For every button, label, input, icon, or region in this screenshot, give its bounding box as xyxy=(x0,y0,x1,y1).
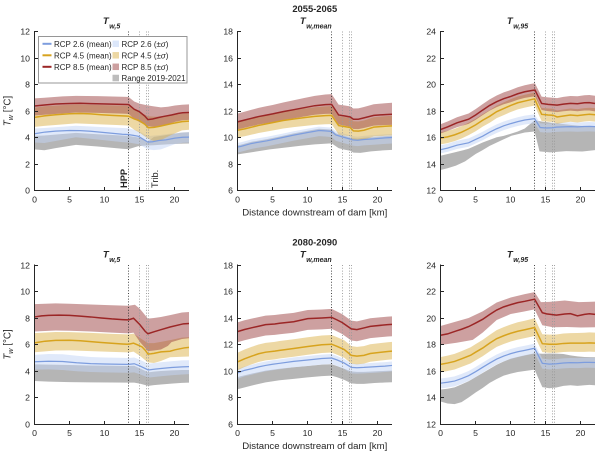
svg-text:8: 8 xyxy=(25,80,30,90)
svg-text:10: 10 xyxy=(303,428,313,438)
svg-text:0: 0 xyxy=(32,428,37,438)
svg-text:10: 10 xyxy=(20,287,30,297)
svg-text:2055-2065: 2055-2065 xyxy=(292,3,337,14)
svg-text:14: 14 xyxy=(426,393,436,403)
svg-text:24: 24 xyxy=(426,261,436,271)
svg-text:5: 5 xyxy=(67,428,72,438)
svg-text:18: 18 xyxy=(223,261,233,271)
svg-text:w,95: w,95 xyxy=(513,24,528,31)
svg-text:5: 5 xyxy=(473,428,478,438)
svg-text:0: 0 xyxy=(438,428,443,438)
svg-text:5: 5 xyxy=(270,428,275,438)
svg-text:w,5: w,5 xyxy=(109,257,120,264)
svg-text:20: 20 xyxy=(576,195,586,205)
svg-text:0: 0 xyxy=(235,195,240,205)
svg-text:16: 16 xyxy=(426,367,436,377)
svg-text:22: 22 xyxy=(426,54,436,64)
svg-text:6: 6 xyxy=(228,420,233,430)
svg-text:14: 14 xyxy=(223,314,233,324)
svg-text:12: 12 xyxy=(426,420,436,430)
svg-text:Tw [°C]: Tw [°C] xyxy=(3,96,15,127)
svg-text:RCP 2.6 (mean): RCP 2.6 (mean) xyxy=(54,40,112,49)
svg-text:T: T xyxy=(300,16,307,27)
svg-text:Trib.: Trib. xyxy=(150,170,160,188)
svg-text:10: 10 xyxy=(303,195,313,205)
svg-text:10: 10 xyxy=(100,428,110,438)
svg-text:10: 10 xyxy=(223,133,233,143)
svg-text:0: 0 xyxy=(438,195,443,205)
svg-text:20: 20 xyxy=(576,428,586,438)
svg-text:15: 15 xyxy=(541,428,551,438)
svg-text:24: 24 xyxy=(426,27,436,37)
svg-text:Distance downstream of dam [km: Distance downstream of dam [km] xyxy=(242,208,387,219)
svg-text:T: T xyxy=(300,250,307,261)
svg-text:RCP 4.5 (±σ): RCP 4.5 (±σ) xyxy=(122,51,169,60)
svg-text:0: 0 xyxy=(25,186,30,196)
svg-text:20: 20 xyxy=(373,428,383,438)
svg-text:10: 10 xyxy=(506,195,516,205)
svg-text:RCP 4.5 (mean): RCP 4.5 (mean) xyxy=(54,51,112,60)
svg-text:20: 20 xyxy=(373,195,383,205)
svg-text:22: 22 xyxy=(426,287,436,297)
svg-text:w,mean: w,mean xyxy=(306,24,331,31)
svg-text:6: 6 xyxy=(25,340,30,350)
svg-text:RCP 8.5 (±σ): RCP 8.5 (±σ) xyxy=(122,63,169,72)
svg-text:w,mean: w,mean xyxy=(306,257,331,264)
svg-text:14: 14 xyxy=(223,80,233,90)
svg-text:15: 15 xyxy=(338,428,348,438)
svg-text:0: 0 xyxy=(32,195,37,205)
svg-text:10: 10 xyxy=(223,367,233,377)
svg-text:6: 6 xyxy=(25,107,30,117)
svg-text:0: 0 xyxy=(25,420,30,430)
svg-text:Range 2019-2021: Range 2019-2021 xyxy=(122,74,187,83)
svg-text:4: 4 xyxy=(25,133,30,143)
svg-text:Tw [°C]: Tw [°C] xyxy=(3,329,15,360)
svg-text:18: 18 xyxy=(223,27,233,37)
svg-text:T: T xyxy=(103,16,110,27)
svg-text:8: 8 xyxy=(228,393,233,403)
svg-text:w,5: w,5 xyxy=(109,24,120,31)
svg-text:2080-2090: 2080-2090 xyxy=(292,236,337,247)
svg-text:12: 12 xyxy=(426,186,436,196)
svg-text:8: 8 xyxy=(228,160,233,170)
svg-text:16: 16 xyxy=(223,287,233,297)
svg-text:0: 0 xyxy=(235,428,240,438)
svg-text:16: 16 xyxy=(223,54,233,64)
svg-text:20: 20 xyxy=(426,80,436,90)
svg-text:T: T xyxy=(507,250,514,261)
svg-text:18: 18 xyxy=(426,340,436,350)
svg-text:20: 20 xyxy=(170,195,180,205)
svg-text:16: 16 xyxy=(426,133,436,143)
svg-text:2: 2 xyxy=(25,393,30,403)
svg-text:15: 15 xyxy=(135,428,145,438)
svg-text:w,95: w,95 xyxy=(513,257,528,264)
svg-text:15: 15 xyxy=(135,195,145,205)
svg-text:T: T xyxy=(507,16,514,27)
svg-text:15: 15 xyxy=(338,195,348,205)
svg-text:4: 4 xyxy=(25,367,30,377)
svg-text:20: 20 xyxy=(426,314,436,324)
svg-text:12: 12 xyxy=(20,27,30,37)
svg-text:6: 6 xyxy=(228,186,233,196)
svg-text:T: T xyxy=(103,250,110,261)
svg-text:10: 10 xyxy=(100,195,110,205)
svg-text:5: 5 xyxy=(67,195,72,205)
svg-text:2: 2 xyxy=(25,160,30,170)
svg-text:Distance downstream of dam [km: Distance downstream of dam [km] xyxy=(242,441,387,452)
svg-text:12: 12 xyxy=(223,107,233,117)
svg-text:15: 15 xyxy=(541,195,551,205)
svg-text:RCP 2.6 (±σ): RCP 2.6 (±σ) xyxy=(122,40,169,49)
svg-text:10: 10 xyxy=(20,54,30,64)
svg-text:5: 5 xyxy=(473,195,478,205)
svg-text:5: 5 xyxy=(270,195,275,205)
svg-text:20: 20 xyxy=(170,428,180,438)
svg-text:HPP: HPP xyxy=(119,169,129,188)
svg-text:12: 12 xyxy=(20,261,30,271)
svg-text:RCP 8.5 (mean): RCP 8.5 (mean) xyxy=(54,63,112,72)
svg-text:14: 14 xyxy=(426,160,436,170)
svg-text:8: 8 xyxy=(25,314,30,324)
svg-text:10: 10 xyxy=(506,428,516,438)
svg-text:18: 18 xyxy=(426,107,436,117)
svg-text:12: 12 xyxy=(223,340,233,350)
